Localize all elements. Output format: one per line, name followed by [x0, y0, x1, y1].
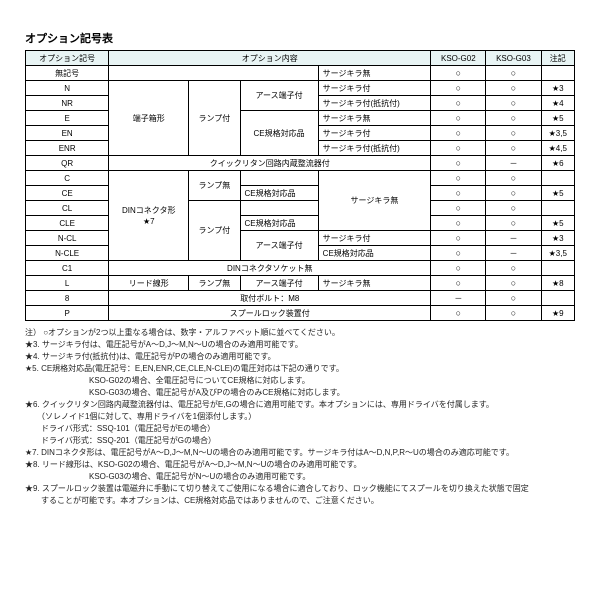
table-row: Lリード線形ランプ無アース端子付サージキラ無 ○○★8	[26, 276, 575, 291]
table-row: N-CLアース端子付サージキラ付 ○－★3	[26, 231, 575, 246]
hdr-g03: KSO-G03	[486, 51, 541, 66]
table-row: CLランプ付 ○○	[26, 201, 575, 216]
table-row: CECE規格対応品 ○○★5	[26, 186, 575, 201]
hdr-note: 注記	[541, 51, 575, 66]
table-row: QRクイックリタン回路内蔵整流器付 ○－★6	[26, 156, 575, 171]
table-row: ECE規格対応品サージキラ無 ○○★5	[26, 111, 575, 126]
table-row: N端子箱形ランプ付 アース端子付サージキラ付 ○○★3	[26, 81, 575, 96]
table-row: Pスプールロック装置付 ○○★9	[26, 306, 575, 321]
hdr-code: オプション記号	[26, 51, 109, 66]
hdr-g02: KSO-G02	[431, 51, 486, 66]
hdr-content: オプション内容	[109, 51, 431, 66]
table-row: C1DINコネクタソケット無 ○○	[26, 261, 575, 276]
table-row: 無記号サージキラ無 ○○	[26, 66, 575, 81]
table-row: 8取付ボルト：M8 －○	[26, 291, 575, 306]
table-row: CLECE規格対応品 ○○★5	[26, 216, 575, 231]
notes-section: 注） ○オプションが2つ以上重なる場合は、数字・アルファベット順に並べてください…	[25, 327, 575, 507]
option-table: オプション記号 オプション内容 KSO-G02 KSO-G03 注記 無記号サー…	[25, 50, 575, 321]
table-title: オプション記号表	[25, 30, 575, 46]
table-row: CDINコネクタ形★7ランプ無 サージキラ無 ○○	[26, 171, 575, 186]
